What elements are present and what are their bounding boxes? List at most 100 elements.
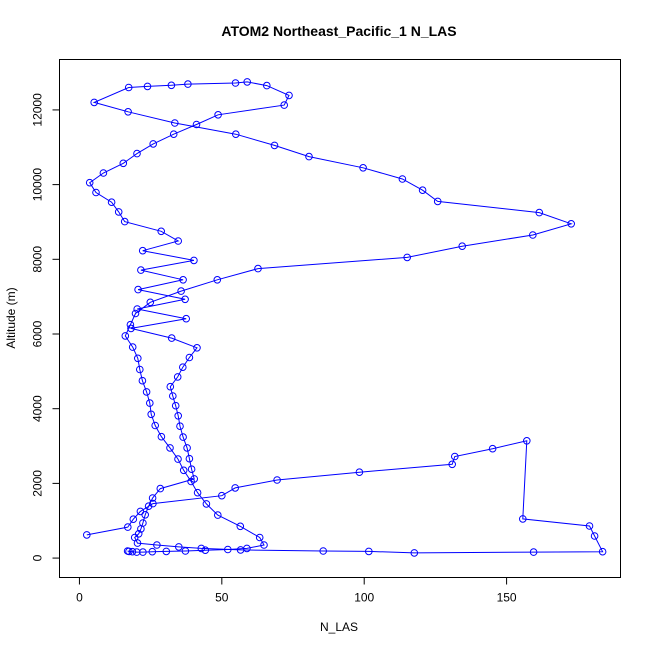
data-point bbox=[149, 499, 157, 508]
data-point bbox=[92, 188, 100, 197]
data-point bbox=[183, 444, 191, 452]
data-point bbox=[166, 444, 174, 452]
data-point bbox=[488, 444, 497, 453]
data-point bbox=[83, 531, 91, 539]
data-point bbox=[181, 547, 190, 555]
data-point bbox=[243, 78, 251, 86]
y-tick-label: 8000 bbox=[31, 246, 45, 273]
data-point bbox=[433, 197, 442, 206]
series-layer bbox=[83, 78, 607, 557]
data-point bbox=[448, 460, 457, 469]
y-tick-label: 12000 bbox=[31, 93, 45, 127]
data-point bbox=[231, 484, 239, 492]
data-point bbox=[403, 253, 412, 262]
data-point bbox=[179, 276, 187, 284]
data-point bbox=[179, 433, 187, 441]
data-point bbox=[148, 547, 157, 556]
data-point bbox=[598, 547, 607, 556]
data-point bbox=[134, 530, 143, 538]
data-point bbox=[174, 412, 182, 420]
data-point bbox=[179, 466, 188, 475]
data-point bbox=[398, 175, 407, 183]
data-point bbox=[202, 500, 211, 508]
data-point bbox=[263, 81, 271, 90]
data-point bbox=[260, 541, 268, 549]
data-point bbox=[128, 547, 137, 556]
data-point bbox=[224, 545, 232, 554]
data-point bbox=[119, 159, 128, 168]
data-point bbox=[529, 548, 538, 556]
data-point bbox=[136, 365, 144, 374]
data-point bbox=[458, 242, 467, 250]
data-point bbox=[85, 178, 94, 187]
data-point bbox=[192, 120, 201, 129]
data-point bbox=[174, 237, 182, 245]
data-point bbox=[114, 208, 123, 216]
data-point bbox=[218, 491, 226, 500]
data-point bbox=[107, 198, 116, 206]
data-point bbox=[365, 547, 373, 556]
data-point bbox=[184, 80, 192, 88]
y-tick-label: 10000 bbox=[31, 168, 45, 202]
data-point bbox=[185, 353, 194, 362]
x-tick-label: 0 bbox=[76, 591, 83, 605]
data-point bbox=[187, 477, 195, 486]
data-point bbox=[143, 82, 152, 91]
data-point bbox=[142, 388, 151, 396]
data-point bbox=[182, 314, 190, 323]
data-point bbox=[124, 108, 132, 116]
data-point bbox=[124, 83, 133, 92]
data-point bbox=[214, 511, 222, 519]
x-tick-label: 150 bbox=[497, 591, 517, 605]
data-point bbox=[146, 399, 154, 407]
data-point bbox=[171, 119, 179, 127]
data-point bbox=[141, 511, 149, 519]
data-point bbox=[529, 231, 537, 239]
data-point bbox=[126, 320, 135, 329]
y-tick-label: 6000 bbox=[31, 320, 45, 347]
data-point bbox=[214, 111, 222, 119]
data-point bbox=[177, 287, 185, 295]
data-point bbox=[133, 149, 141, 158]
data-point bbox=[167, 81, 176, 90]
data-point bbox=[138, 376, 147, 385]
data-point bbox=[166, 382, 175, 391]
data-point bbox=[144, 502, 153, 511]
data-point bbox=[285, 91, 293, 100]
data-point bbox=[535, 208, 544, 217]
data-point bbox=[232, 130, 240, 138]
x-tick-label: 100 bbox=[354, 591, 374, 605]
data-point bbox=[169, 392, 177, 400]
data-point bbox=[451, 452, 459, 461]
data-point bbox=[129, 515, 138, 524]
data-point bbox=[132, 548, 141, 556]
data-point bbox=[319, 547, 328, 555]
data-point bbox=[213, 276, 222, 284]
data-point bbox=[127, 324, 135, 333]
data-point bbox=[197, 544, 206, 553]
data-point bbox=[175, 543, 183, 551]
data-point bbox=[120, 217, 129, 226]
data-point bbox=[190, 256, 198, 265]
data-point bbox=[134, 354, 142, 363]
data-point bbox=[243, 544, 251, 553]
data-point bbox=[185, 454, 194, 463]
data-point bbox=[270, 141, 279, 150]
data-point bbox=[254, 264, 262, 273]
data-point bbox=[355, 468, 364, 477]
data-point bbox=[176, 422, 184, 431]
data-point bbox=[585, 522, 594, 530]
data-point bbox=[156, 484, 165, 493]
data-point bbox=[146, 298, 155, 307]
data-point bbox=[174, 455, 182, 463]
data-point bbox=[123, 547, 132, 555]
data-point bbox=[519, 515, 527, 523]
data-point bbox=[236, 522, 245, 531]
data-point bbox=[151, 421, 159, 430]
data-point bbox=[255, 533, 264, 542]
x-axis-label: N_LAS bbox=[320, 620, 358, 634]
data-point bbox=[138, 246, 147, 255]
data-point bbox=[90, 98, 98, 107]
data-point bbox=[128, 343, 137, 351]
